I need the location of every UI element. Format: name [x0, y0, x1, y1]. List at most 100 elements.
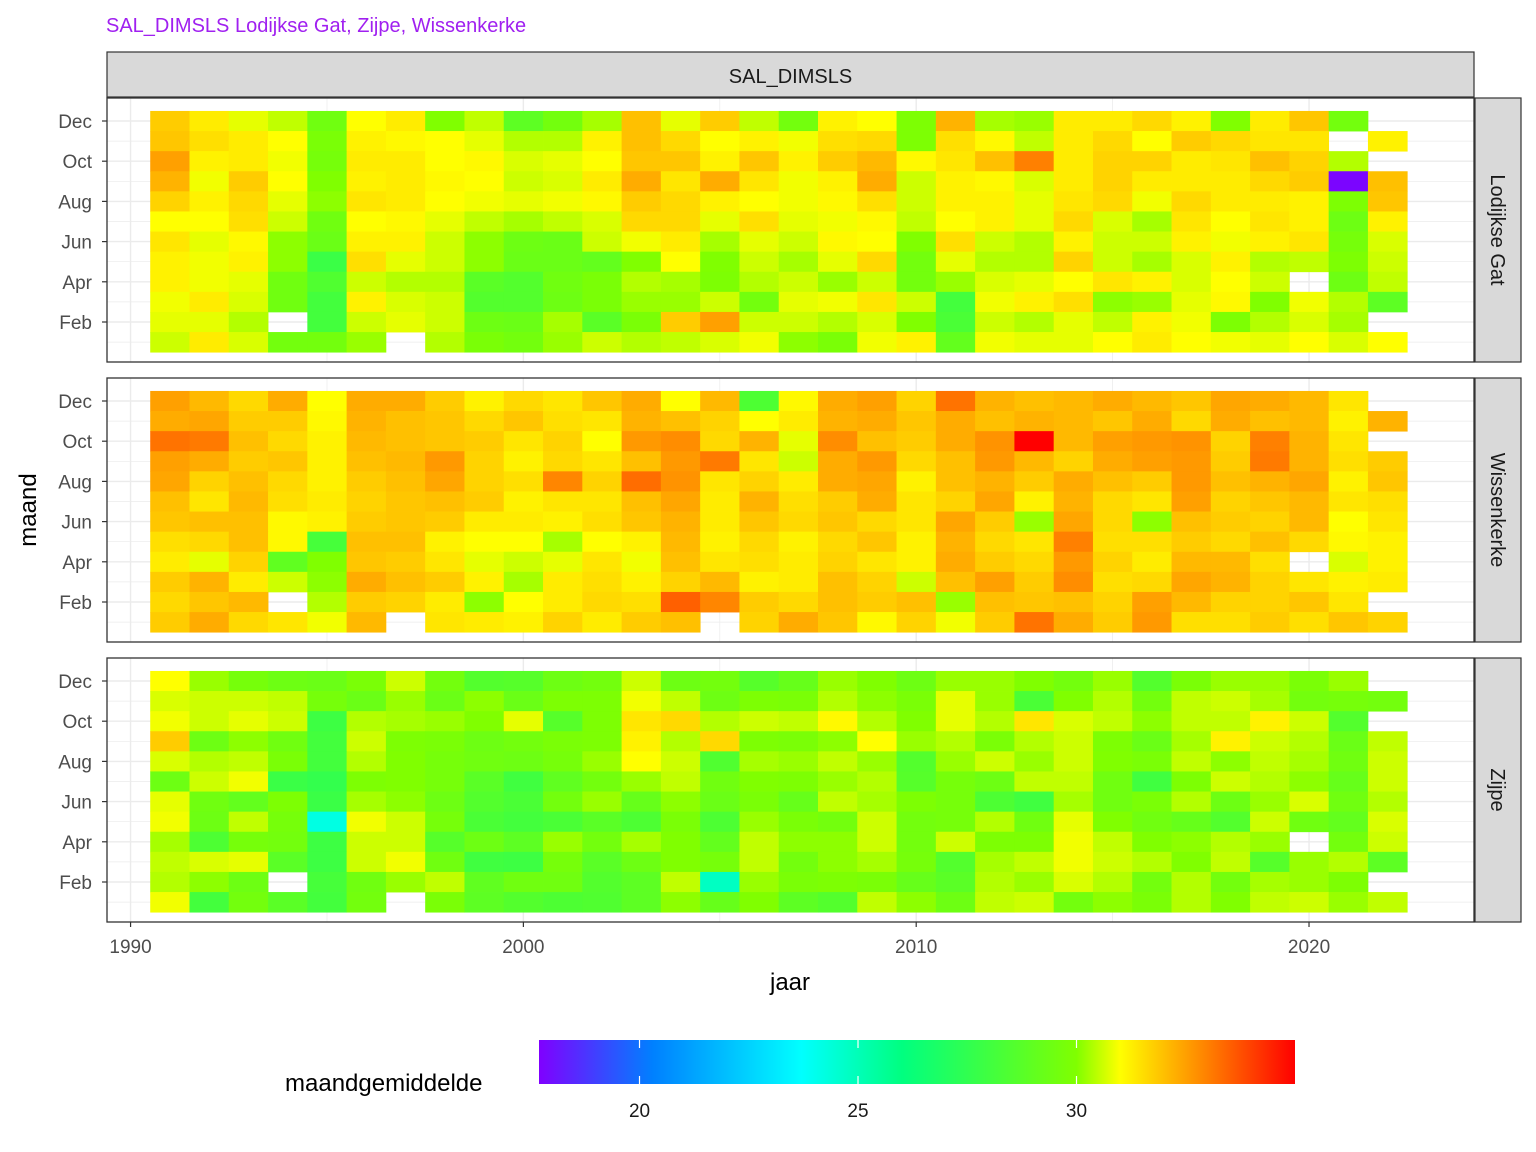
- heatmap-cell: [1014, 771, 1055, 792]
- heatmap-cell: [660, 691, 701, 712]
- heatmap-cell: [700, 751, 740, 772]
- heatmap-cell: [818, 670, 858, 692]
- heatmap-cell: [700, 431, 740, 452]
- heatmap-cell: [660, 591, 701, 613]
- heatmap-cell: [582, 851, 622, 873]
- heatmap-cell: [150, 871, 190, 893]
- heatmap-cell: [1289, 131, 1330, 152]
- heatmap-cell: [543, 251, 583, 273]
- heatmap-cell: [307, 491, 348, 512]
- heatmap-cell: [425, 670, 465, 692]
- heatmap-cell: [896, 471, 937, 492]
- heatmap-cell: [1328, 171, 1369, 192]
- heatmap-cell: [543, 711, 583, 732]
- heatmap-cell: [700, 390, 740, 412]
- heatmap-cell: [935, 110, 976, 132]
- heatmap-cell: [818, 511, 858, 533]
- heatmap-cell: [425, 691, 465, 712]
- heatmap-cell: [739, 591, 780, 613]
- heatmap-cell: [975, 251, 1015, 273]
- heatmap-cell: [425, 511, 465, 533]
- heatmap-cell: [660, 291, 701, 313]
- heatmap-cell: [307, 771, 348, 792]
- heatmap-cell: [228, 251, 269, 273]
- heatmap-cell: [1132, 110, 1172, 132]
- heatmap-cell: [582, 691, 622, 712]
- y-tick-label: Jun: [61, 793, 92, 814]
- heatmap-cell: [1250, 531, 1290, 553]
- heatmap-cell: [1092, 612, 1133, 633]
- heatmap-cell: [857, 471, 897, 492]
- heatmap-cell: [975, 211, 1015, 232]
- heatmap-cell: [1092, 871, 1133, 893]
- heatmap-cell: [503, 151, 544, 172]
- heatmap-cell: [1014, 531, 1055, 553]
- heatmap-cell: [189, 431, 230, 452]
- heatmap-cell: [1053, 892, 1094, 913]
- heatmap-cell: [307, 191, 348, 212]
- heatmap-cell: [1367, 892, 1408, 913]
- heatmap-cell: [150, 431, 190, 452]
- heatmap-cell: [818, 711, 858, 732]
- heatmap-cell: [1210, 851, 1251, 873]
- heatmap-cell: [1171, 151, 1212, 172]
- heatmap-cell: [1250, 871, 1290, 893]
- heatmap-cell: [464, 731, 505, 752]
- heatmap-cell: [1289, 471, 1330, 492]
- heatmap-cell: [935, 892, 976, 913]
- heatmap-cell: [700, 511, 740, 533]
- x-tick-label: 2020: [1288, 937, 1330, 958]
- heatmap-cell: [935, 791, 976, 813]
- heatmap-cell: [1132, 431, 1172, 452]
- heatmap-cell: [1367, 751, 1408, 772]
- heatmap-cell: [150, 171, 190, 192]
- heatmap-cell: [778, 390, 819, 412]
- heatmap-cell: [1250, 110, 1290, 132]
- heatmap-cell: [975, 231, 1015, 253]
- heatmap-cell: [818, 691, 858, 712]
- heatmap-cell: [700, 291, 740, 313]
- heatmap-cell: [385, 431, 426, 452]
- heatmap-cell: [621, 110, 662, 132]
- y-tick-label: Dec: [58, 672, 92, 693]
- heatmap-cell: [1092, 471, 1133, 492]
- heatmap-cell: [1367, 411, 1408, 432]
- heatmap-cell: [778, 791, 819, 813]
- heatmap-cell: [307, 231, 348, 253]
- heatmap-cell: [385, 811, 426, 833]
- heatmap-cell: [700, 531, 740, 553]
- heatmap-cell: [1328, 471, 1369, 492]
- heatmap-cell: [896, 531, 937, 553]
- heatmap-cell: [896, 390, 937, 412]
- heatmap-cell: [189, 271, 230, 293]
- heatmap-cell: [307, 431, 348, 452]
- heatmap-cell: [346, 892, 387, 913]
- heatmap-cell: [700, 711, 740, 732]
- heatmap-cell: [582, 431, 622, 452]
- heatmap-cell: [425, 811, 465, 833]
- heatmap-cell: [543, 291, 583, 313]
- heatmap-cell: [1171, 451, 1212, 472]
- heatmap-cell: [975, 531, 1015, 553]
- heatmap-cell: [1289, 531, 1330, 553]
- heatmap-cell: [464, 711, 505, 732]
- heatmap-cell: [621, 411, 662, 432]
- facet-strip-top: [106, 51, 1475, 98]
- heatmap-cell: [739, 491, 780, 512]
- heatmap-cell: [1171, 731, 1212, 752]
- heatmap-cell: [1053, 171, 1094, 192]
- heatmap-cell: [307, 612, 348, 633]
- heatmap-cell: [385, 211, 426, 232]
- heatmap-cell: [307, 670, 348, 692]
- heatmap-cell: [150, 311, 190, 333]
- heatmap-cell: [425, 892, 465, 913]
- heatmap-cell: [464, 831, 505, 853]
- heatmap-cell: [935, 511, 976, 533]
- heatmap-cell: [935, 471, 976, 492]
- heatmap-cell: [582, 390, 622, 412]
- heatmap-cell: [818, 612, 858, 633]
- heatmap-cell: [818, 271, 858, 293]
- heatmap-cell: [1092, 451, 1133, 472]
- heatmap-cell: [503, 771, 544, 792]
- heatmap-cell: [778, 251, 819, 273]
